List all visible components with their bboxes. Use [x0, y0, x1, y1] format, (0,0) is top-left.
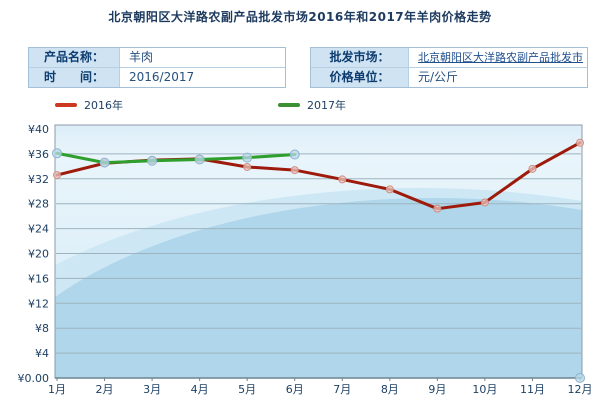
y-axis-tick-label: ¥12 [28, 297, 49, 310]
table-row: 价格单位： 元/公斤 [311, 67, 587, 87]
x-axis-tick-label: 7月 [333, 383, 351, 396]
baseline-marker [575, 373, 585, 383]
data-point-marker [52, 148, 62, 159]
table-row: 时 间： 2016/2017 [29, 67, 285, 87]
data-point-marker [433, 204, 442, 213]
x-axis-tick-label: 11月 [520, 383, 545, 396]
data-point-marker [576, 138, 584, 147]
y-axis-tick-label: ¥0.00 [18, 372, 50, 385]
y-axis-tick-label: ¥40 [28, 123, 49, 136]
x-axis-tick-label: 6月 [286, 383, 304, 396]
market-label: 批发市场： [311, 48, 409, 67]
chart-legend: 2016年 2017年 [0, 97, 600, 113]
series-line-2017年 [55, 151, 297, 165]
y-axis-tick-label: ¥36 [28, 148, 49, 161]
y-axis-tick-label: ¥16 [28, 272, 49, 285]
data-point-marker [290, 166, 299, 175]
table-row: 产品名称： 羊肉 [29, 48, 285, 67]
data-point-marker [289, 149, 300, 160]
legend-item-2017[interactable]: 2017年 [278, 97, 346, 113]
x-axis-tick-label: 1月 [48, 383, 66, 396]
product-info-table: 产品名称： 羊肉 时 间： 2016/2017 [28, 47, 286, 88]
product-name-label: 产品名称： [29, 48, 120, 67]
product-name-value: 羊肉 [120, 48, 285, 67]
market-value: 北京朝阳区大洋路农副产品批发市 [409, 48, 587, 67]
page-title: 北京朝阳区大洋路农副产品批发市场2016年和2017年羊肉价格走势 [108, 10, 492, 24]
legend-dash-2017 [278, 103, 300, 107]
y-axis-tick-label: ¥24 [28, 223, 49, 236]
data-point-marker [53, 171, 61, 180]
data-point-marker [528, 164, 537, 173]
table-row: 批发市场： 北京朝阳区大洋路农副产品批发市 [311, 48, 587, 67]
x-axis-tick-label: 12月 [568, 383, 593, 396]
y-axis-tick-label: ¥32 [28, 173, 49, 186]
x-axis-tick-label: 3月 [143, 383, 161, 396]
x-axis-tick-label: 10月 [472, 383, 497, 396]
background-dome-dark [55, 198, 582, 378]
market-link[interactable]: 北京朝阳区大洋路农副产品批发市 [418, 51, 583, 64]
y-axis-tick-label: ¥28 [28, 198, 49, 211]
legend-dash-2016 [55, 103, 77, 107]
market-info-table: 批发市场： 北京朝阳区大洋路农副产品批发市 价格单位： 元/公斤 [310, 47, 588, 88]
x-axis-tick-label: 8月 [381, 383, 399, 396]
data-point-marker [243, 162, 252, 171]
legend-item-2016[interactable]: 2016年 [55, 97, 123, 113]
time-label: 时 间： [29, 68, 120, 87]
x-axis-tick-label: 4月 [191, 383, 209, 396]
price-unit-label: 价格单位： [311, 68, 409, 87]
x-axis-tick-label: 9月 [428, 383, 446, 396]
data-point-marker [385, 185, 394, 194]
data-point-marker [242, 152, 253, 163]
x-axis-tick-label: 2月 [96, 383, 114, 396]
legend-label-2017: 2017年 [307, 99, 346, 112]
y-axis-tick-label: ¥20 [28, 248, 49, 261]
legend-label-2016: 2016年 [84, 99, 123, 112]
data-point-marker [480, 198, 489, 207]
y-axis-tick-label: ¥8 [35, 322, 49, 335]
y-axis-tick-label: ¥4 [35, 347, 49, 360]
data-point-marker [338, 175, 347, 184]
x-axis-tick-label: 5月 [238, 383, 256, 396]
price-unit-value: 元/公斤 [409, 68, 587, 87]
time-value: 2016/2017 [120, 68, 285, 87]
data-point-marker [147, 155, 158, 166]
data-point-marker [194, 154, 205, 165]
data-point-marker [99, 157, 110, 168]
